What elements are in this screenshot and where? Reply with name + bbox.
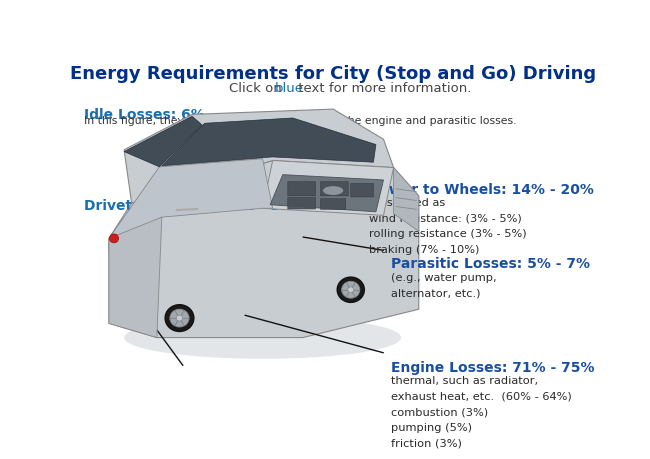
Text: exhaust heat, etc.  (60% - 64%): exhaust heat, etc. (60% - 64%) <box>391 391 572 401</box>
Text: blue: blue <box>275 82 304 95</box>
Polygon shape <box>109 218 162 338</box>
Ellipse shape <box>124 317 401 359</box>
Ellipse shape <box>109 235 118 243</box>
FancyBboxPatch shape <box>288 198 315 209</box>
Ellipse shape <box>170 309 189 327</box>
Text: braking (7% - 10%): braking (7% - 10%) <box>369 245 480 254</box>
Text: Click on: Click on <box>229 82 286 95</box>
FancyBboxPatch shape <box>320 199 346 210</box>
Text: Engine Losses: 71% - 75%: Engine Losses: 71% - 75% <box>391 360 595 374</box>
Polygon shape <box>109 161 419 338</box>
Text: alternator, etc.): alternator, etc.) <box>391 288 480 297</box>
Ellipse shape <box>342 282 360 298</box>
Text: Idle Losses: 6%: Idle Losses: 6% <box>84 107 205 121</box>
Polygon shape <box>270 175 384 213</box>
Text: Dissipated as: Dissipated as <box>369 198 446 208</box>
Text: wind resistance: (3% - 5%): wind resistance: (3% - 5%) <box>369 213 522 224</box>
Text: Energy Requirements for City (Stop and Go) Driving: Energy Requirements for City (Stop and G… <box>70 65 596 83</box>
Ellipse shape <box>337 278 365 303</box>
Ellipse shape <box>348 287 354 293</box>
Text: friction (3%): friction (3%) <box>391 437 462 448</box>
Polygon shape <box>124 110 393 203</box>
Text: pumping (5%): pumping (5%) <box>391 422 472 432</box>
Text: Power to Wheels: 14% - 20%: Power to Wheels: 14% - 20% <box>369 182 594 196</box>
Text: text for more information.: text for more information. <box>294 82 471 95</box>
Ellipse shape <box>323 187 343 196</box>
Polygon shape <box>263 161 393 216</box>
Polygon shape <box>393 168 419 232</box>
Text: thermal, such as radiator,: thermal, such as radiator, <box>391 375 538 385</box>
Polygon shape <box>109 159 273 253</box>
FancyBboxPatch shape <box>288 182 315 196</box>
FancyBboxPatch shape <box>320 182 348 196</box>
FancyBboxPatch shape <box>351 184 374 197</box>
Text: (e.g., water pump,: (e.g., water pump, <box>391 272 497 282</box>
Polygon shape <box>124 117 202 168</box>
Text: rolling resistance (3% - 5%): rolling resistance (3% - 5%) <box>369 229 527 239</box>
Text: In this figure, they are accounted for as part of the engine and parasitic losse: In this figure, they are accounted for a… <box>84 116 516 126</box>
Text: combustion (3%): combustion (3%) <box>391 406 488 416</box>
Polygon shape <box>162 119 376 167</box>
Text: Parasitic Losses: 5% - 7%: Parasitic Losses: 5% - 7% <box>391 257 590 270</box>
Ellipse shape <box>176 315 183 321</box>
Text: Drivetrain Losses: 4% - 5%: Drivetrain Losses: 4% - 5% <box>84 198 294 212</box>
Ellipse shape <box>165 305 194 332</box>
